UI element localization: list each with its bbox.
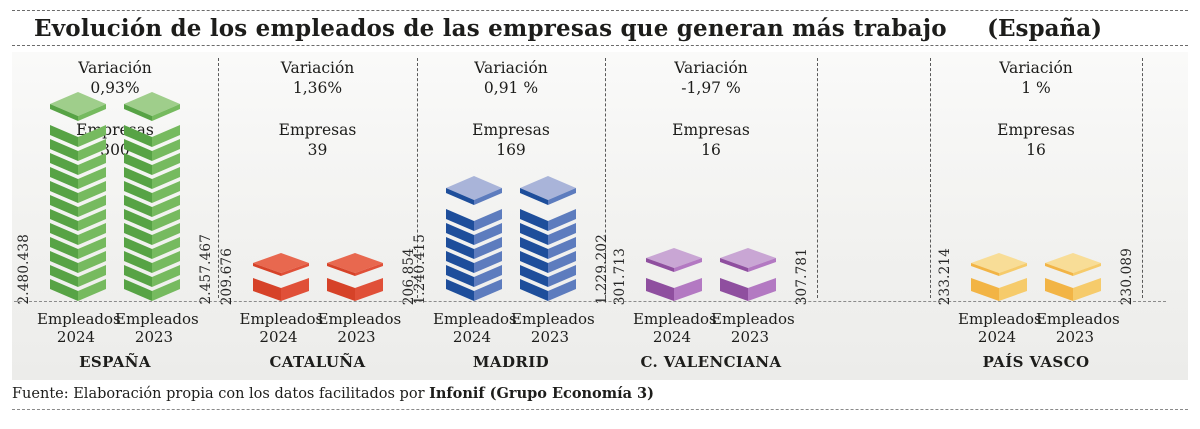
variation-label: Variación — [474, 59, 548, 77]
section-divider — [417, 58, 418, 298]
chart-baseline — [14, 301, 1166, 302]
bar-caption-2024: Empleados 2024 — [958, 310, 1042, 346]
bar-caption-2024: Empleados 2024 — [433, 310, 517, 346]
chart-area: Variación 0,93% Empresas 300 2.480.438 2… — [12, 52, 1188, 380]
region-group: Variación 0,91 % Empresas 169 1.240.415 … — [412, 52, 610, 380]
companies-label: Empresas — [672, 121, 750, 139]
variation-value: 0,93% — [90, 79, 140, 98]
companies-value: 169 — [496, 141, 526, 160]
region-name: PAÍS VASCO — [982, 353, 1090, 371]
bar-caption-2023: Empleados 2023 — [511, 310, 595, 346]
value-label-2024: 2.480.438 — [16, 234, 32, 305]
variation-value: 0,91 % — [483, 79, 539, 98]
region-group: Variación 0,93% Empresas 300 2.480.438 2… — [12, 52, 218, 380]
bar-2023 — [124, 92, 180, 301]
source-text: Fuente: Elaboración propia con los datos… — [12, 386, 430, 402]
bar-2024 — [646, 248, 702, 301]
source-credit: Infonif (Grupo Economía 3) — [429, 385, 654, 402]
companies-value: 300 — [100, 141, 130, 160]
title-scope: (España) — [987, 14, 1102, 42]
region-name: CATALUÑA — [269, 353, 366, 371]
value-label-2023: 2.457.467 — [198, 234, 214, 305]
region-name: C. VALENCIANA — [640, 353, 782, 371]
bar-caption-2024: Empleados 2024 — [239, 310, 324, 346]
region-group: Variación 1,36% Empresas 39 209.676 206.… — [218, 52, 417, 380]
section-divider — [930, 58, 931, 298]
region-group: Variación 1 % Empresas 16 233.214 230.08… — [930, 52, 1142, 380]
title-bar: Evolución de los empleados de las empres… — [12, 10, 1188, 46]
value-label-2024: 209.676 — [218, 247, 235, 305]
bar-caption-2023: Empleados 2023 — [1036, 310, 1120, 346]
bar-2023 — [326, 253, 383, 301]
region-name: ESPAÑA — [79, 353, 151, 371]
page-title: Evolución de los empleados de las empres… — [34, 14, 947, 42]
section-divider — [218, 58, 219, 298]
variation-label: Variación — [999, 59, 1073, 77]
bar-caption-2023: Empleados 2023 — [115, 310, 199, 346]
section-divider — [605, 58, 606, 298]
variation-value: 1,36% — [292, 79, 343, 98]
bar-2023 — [720, 248, 776, 301]
section-divider — [817, 58, 818, 298]
bar-caption-2023: Empleados 2023 — [317, 310, 402, 346]
bar-caption-2024: Empleados 2024 — [37, 310, 121, 346]
value-label-2024: 233.214 — [937, 247, 953, 305]
section-divider — [1142, 58, 1143, 298]
bar-2024 — [252, 253, 309, 301]
value-label-2024: 1.240.415 — [412, 234, 428, 305]
bar-2023 — [1045, 253, 1101, 301]
value-label-2023: 307.781 — [794, 247, 810, 305]
companies-value: 16 — [701, 141, 721, 160]
bar-caption-2023: Empleados 2023 — [711, 310, 795, 346]
value-label-2024: 301.713 — [612, 247, 628, 305]
bar-caption-2024: Empleados 2024 — [633, 310, 717, 346]
companies-value: 16 — [1026, 141, 1046, 160]
variation-label: Variación — [674, 59, 748, 77]
bar-2023 — [520, 176, 576, 301]
variation-value: -1,97 % — [681, 79, 741, 98]
variation-value: 1 % — [1021, 79, 1051, 98]
variation-label: Variación — [78, 59, 152, 77]
variation-label: Variación — [280, 59, 355, 77]
value-label-2023: 230.089 — [1119, 247, 1135, 305]
bar-2024 — [446, 176, 502, 301]
companies-value: 39 — [307, 141, 328, 160]
bar-2024 — [50, 92, 106, 301]
companies-label: Empresas — [278, 121, 357, 139]
companies-label: Empresas — [472, 121, 550, 139]
region-name: MADRID — [472, 353, 550, 371]
source-note: Fuente: Elaboración propia con los datos… — [12, 385, 1188, 410]
companies-label: Empresas — [997, 121, 1075, 139]
bar-2024 — [971, 253, 1027, 301]
region-group: Variación -1,97 % Empresas 16 301.713 30… — [605, 52, 817, 380]
